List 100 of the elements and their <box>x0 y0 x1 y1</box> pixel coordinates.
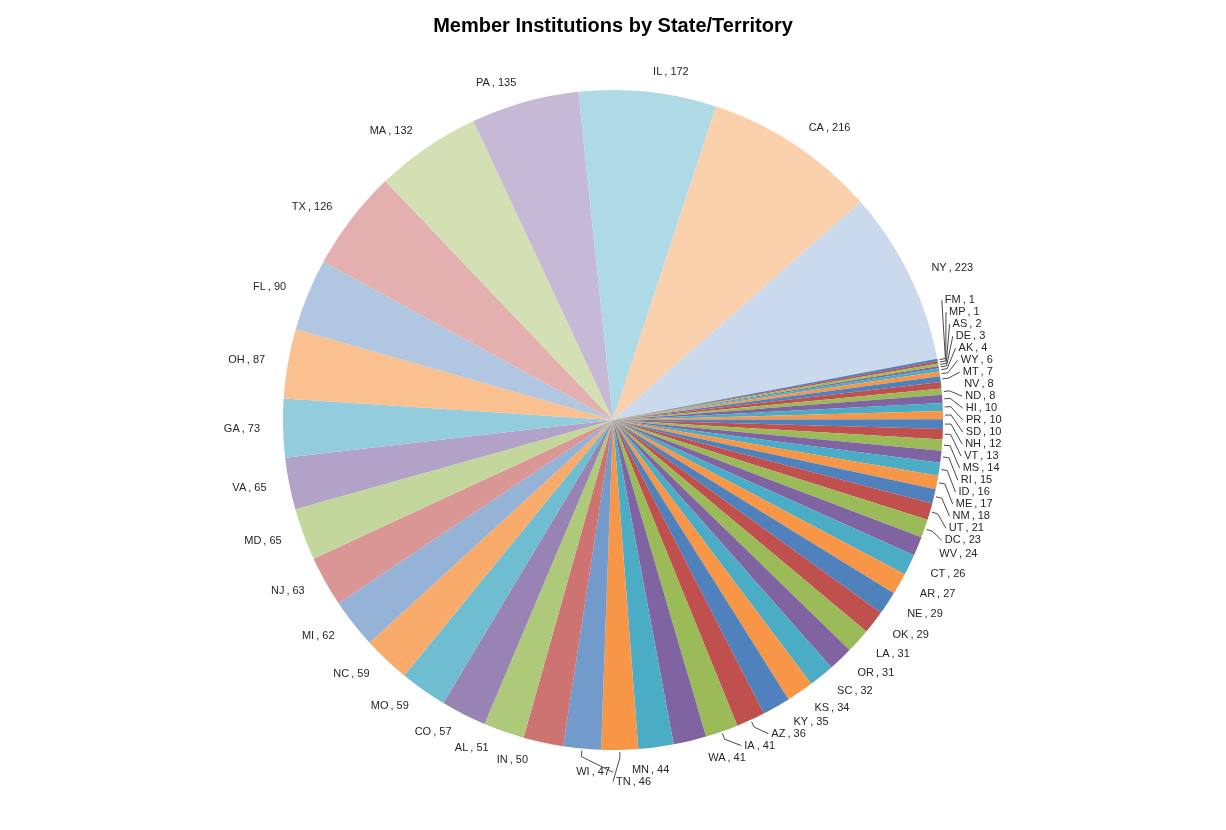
data-label: , 44 <box>651 762 670 775</box>
slice-label: WI <box>576 765 590 778</box>
data-label: , 47 <box>591 765 611 778</box>
data-label: , 6 <box>980 353 993 366</box>
slice-label: MT <box>962 365 979 378</box>
data-label: , 26 <box>947 566 966 579</box>
data-label: , 57 <box>433 725 452 738</box>
slice-label: IA <box>744 738 756 751</box>
slice-label: VT <box>964 449 979 462</box>
data-label: , 8 <box>983 389 996 402</box>
data-label: , 10 <box>983 413 1002 426</box>
data-label: , 90 <box>267 280 287 293</box>
data-label: , 16 <box>971 485 990 498</box>
data-label: , 8 <box>981 377 994 390</box>
slice-label: OH <box>228 353 245 366</box>
slice-label: RI <box>960 473 972 486</box>
slice-label: TX <box>291 199 307 212</box>
data-label: , 23 <box>962 533 981 546</box>
slice-label: WA <box>708 750 727 763</box>
data-label: , 59 <box>390 699 409 712</box>
data-label: , 14 <box>981 461 1000 474</box>
slice-label: PA <box>475 75 491 88</box>
data-label: , 62 <box>316 628 335 641</box>
data-label: , 12 <box>983 437 1002 450</box>
slice-label: NJ <box>270 584 285 597</box>
data-label: , 24 <box>959 547 978 560</box>
slice-label: DE <box>955 329 972 342</box>
slice-label: PR <box>966 413 982 426</box>
slice-label: MN <box>631 762 650 775</box>
slice-label: FM <box>944 293 961 306</box>
chart-title: Member Institutions by State/Territory <box>433 13 794 36</box>
slice-label: MA <box>369 123 387 136</box>
data-label: , 216 <box>825 120 851 133</box>
slice-label: DC <box>944 533 961 546</box>
slice-label: CO <box>414 725 432 738</box>
slice-label: AZ <box>771 726 786 739</box>
data-label: , 73 <box>241 421 261 434</box>
slice-label: TN <box>616 774 631 787</box>
slice-label: OK <box>892 627 910 640</box>
data-label: , 63 <box>286 584 305 597</box>
data-label: , 132 <box>388 123 413 136</box>
data-label: , 41 <box>727 750 746 763</box>
slice-label: WV <box>939 547 958 560</box>
data-label: , 27 <box>937 586 956 599</box>
data-label: , 29 <box>910 627 929 640</box>
slice-label: KY <box>793 714 809 727</box>
slice-label: ID <box>958 485 970 498</box>
data-label: , 31 <box>891 647 910 660</box>
data-label: , 172 <box>664 65 689 77</box>
slice-label: LA <box>876 647 891 660</box>
data-label: , 41 <box>756 738 776 751</box>
slice-label: AR <box>919 586 936 599</box>
slice-label: NY <box>931 261 948 274</box>
slice-label: MI <box>301 628 315 641</box>
slice-label: CT <box>930 566 946 579</box>
slice-label: IL <box>653 65 663 77</box>
data-label: , 3 <box>973 329 986 342</box>
data-label: , 29 <box>924 607 943 620</box>
data-label: , 31 <box>875 666 895 679</box>
slice-label: MS <box>962 461 980 474</box>
slice-label: FL <box>253 280 266 293</box>
slice-label: IN <box>496 753 508 766</box>
data-label: , 65 <box>263 534 282 547</box>
data-label: , 65 <box>248 480 267 493</box>
slice-label: AK <box>958 341 974 354</box>
data-label: , 46 <box>632 774 652 787</box>
slice-label: NH <box>965 437 982 450</box>
data-label: , 2 <box>969 317 982 330</box>
slice-label: ME <box>955 497 973 510</box>
slice-label: HI <box>965 401 977 414</box>
slice-label: WY <box>960 353 980 366</box>
slice-label: UT <box>948 521 964 534</box>
slice-label: GA <box>223 421 241 434</box>
data-label: , 21 <box>965 521 984 534</box>
data-label: , 36 <box>787 726 806 739</box>
data-label: , 1 <box>967 305 980 318</box>
data-label: , 87 <box>246 353 266 366</box>
data-label: , 1 <box>962 293 975 306</box>
data-label: , 7 <box>980 365 993 378</box>
data-label: , 51 <box>470 741 489 754</box>
data-label: , 59 <box>351 667 370 680</box>
slice-label: AL <box>454 741 469 754</box>
data-label: , 10 <box>983 425 1002 438</box>
slice-label: ND <box>965 389 982 402</box>
data-label: , 34 <box>831 701 850 714</box>
slice-label: OR <box>857 666 874 679</box>
slice-label: CA <box>808 120 825 133</box>
data-label: , 4 <box>975 341 988 354</box>
data-label: , 13 <box>980 449 999 462</box>
slice-label: NV <box>964 377 981 390</box>
slice-label: KS <box>814 701 830 714</box>
data-label: , 223 <box>948 261 974 274</box>
slice-label: NC <box>333 667 350 680</box>
slice-label: NM <box>952 509 970 522</box>
data-label: , 18 <box>971 509 990 522</box>
data-label: , 17 <box>974 497 993 510</box>
data-label: , 15 <box>973 473 993 486</box>
data-label: , 126 <box>307 199 333 212</box>
slice-label: MD <box>244 534 262 547</box>
slice-label: SD <box>965 425 982 438</box>
